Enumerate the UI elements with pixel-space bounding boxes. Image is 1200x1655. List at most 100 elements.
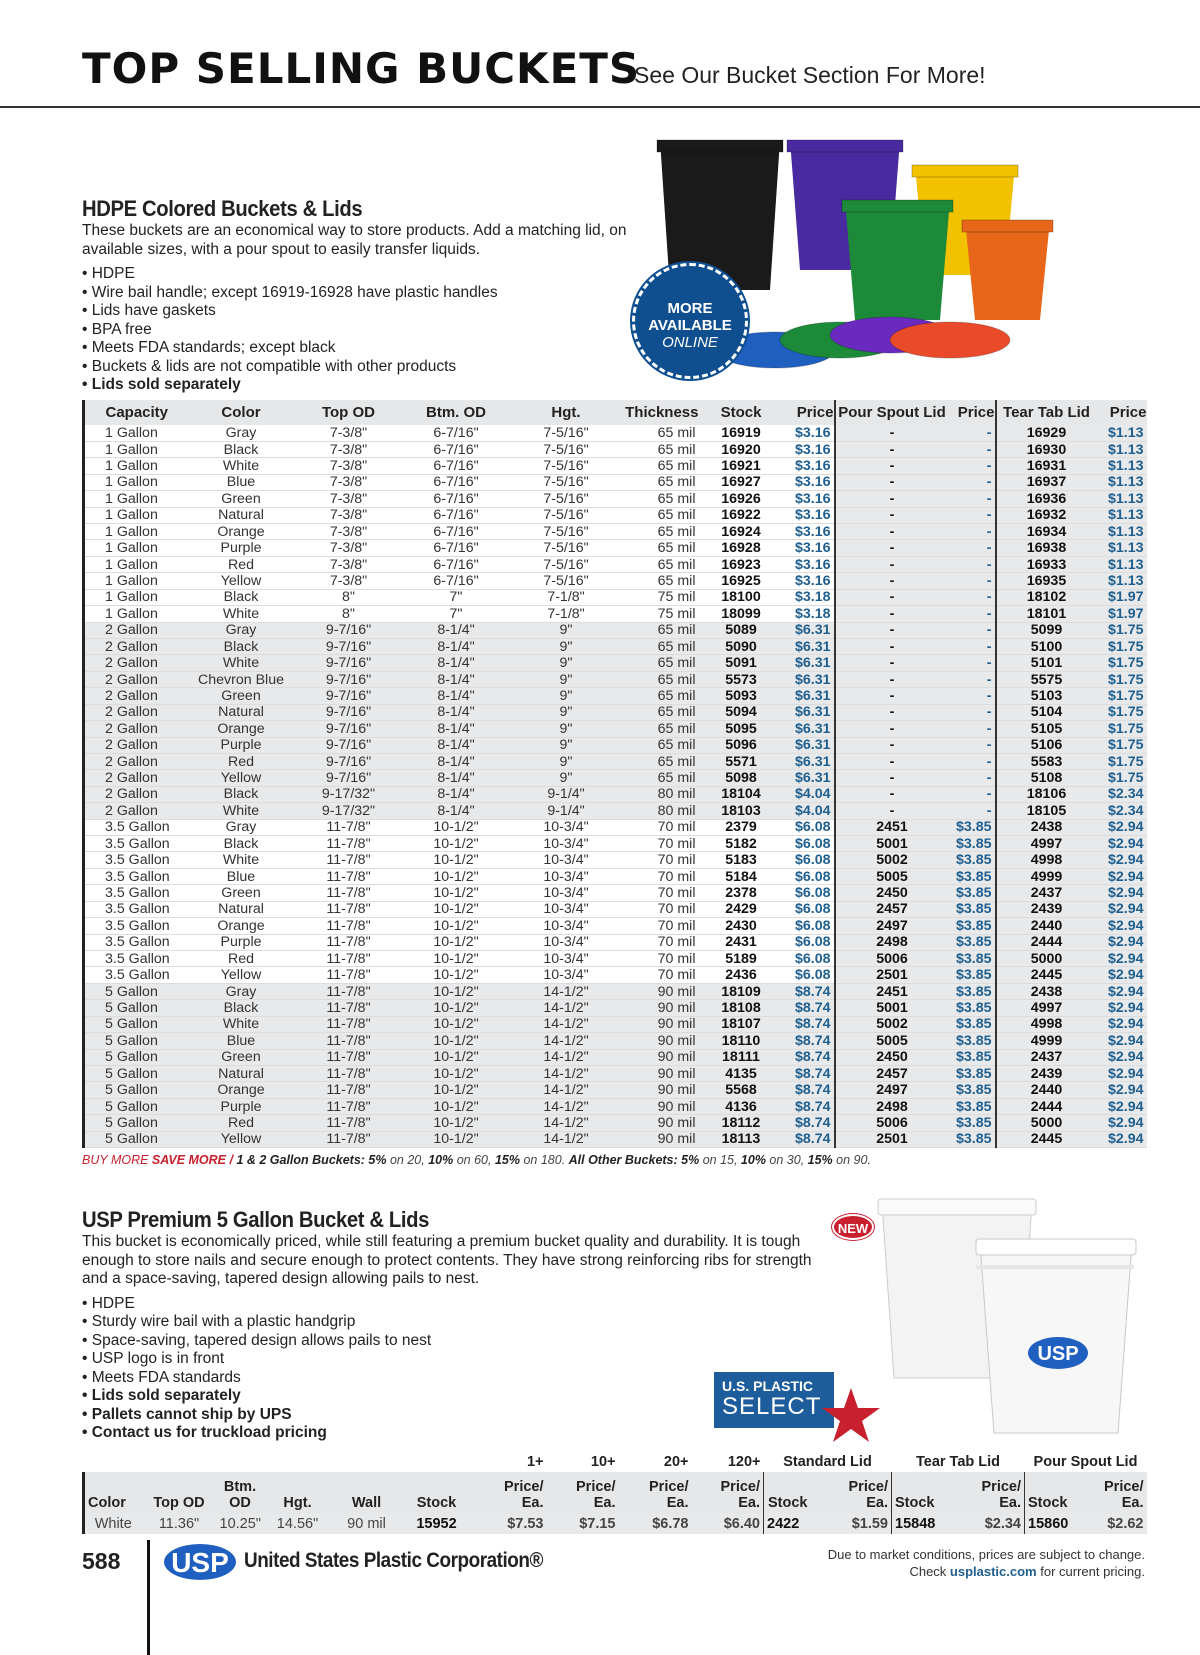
cell-price: $8.74 — [783, 1032, 835, 1050]
cell-tear-tab-price: $2.94 — [1096, 1065, 1147, 1083]
more-available-online-badge[interactable]: MORE AVAILABLE ONLINE — [632, 263, 748, 379]
column-header-pour-spout-lid: Pour Spout Lid — [833, 400, 949, 425]
cell-height: 7-5/16" — [508, 507, 624, 525]
table-header-row: Color Top OD Btm. OD Hgt. Wall Stock Price/Ea. P… — [82, 1472, 1147, 1514]
cell-color: Purple — [188, 737, 294, 754]
cell-tear-tab-lid: 2438 — [994, 983, 1097, 1001]
cell-btm-od: 6-7/16" — [403, 490, 509, 508]
cell-top-od: 7-3/8" — [293, 490, 404, 508]
cell-btm-od: 8-1/4" — [403, 720, 509, 738]
cell-capacity: 5 Gallon — [83, 1098, 189, 1116]
cell-tear-tab-price: $2.94 — [1096, 1131, 1147, 1149]
cell-capacity: 2 Gallon — [83, 720, 189, 738]
cell-capacity: 5 Gallon — [83, 1131, 189, 1149]
cell-pour-spout-lid: - — [833, 786, 949, 804]
note-text: on 20, — [386, 1153, 429, 1167]
group-header: 20+ — [618, 1452, 692, 1472]
cell-height: 10-3/4" — [508, 819, 624, 837]
cell-btm-od: 10-1/2" — [403, 999, 509, 1017]
cell-price: $6.08 — [783, 934, 835, 952]
section-heading: USP Premium 5 Gallon Bucket & Lids — [82, 1207, 430, 1232]
cell-price: $6.08 — [783, 966, 835, 984]
cell-pour-spout-lid: - — [833, 474, 949, 492]
cell-pour-spout-lid: - — [833, 737, 949, 754]
cell-top-od: 9-7/16" — [293, 622, 404, 639]
note-text: 10% — [428, 1153, 454, 1167]
cell-btm-od: 6-7/16" — [403, 572, 509, 590]
cell-thickness: 90 mil — [623, 983, 699, 1001]
cell-top-od: 7-3/8" — [293, 539, 404, 557]
price-disclaimer: Due to market conditions, prices are sub… — [828, 1546, 1145, 1580]
cell-thickness: 70 mil — [623, 950, 699, 968]
cell-pour-spout-lid: 2498 — [833, 1098, 949, 1116]
cell-color: Yellow — [188, 1131, 294, 1149]
note-text: 15% — [494, 1153, 520, 1167]
cell-tear-tab-price: $1.13 — [1096, 556, 1147, 574]
cell-stock: 16921 — [698, 457, 784, 475]
cell-pour-spout-price: $3.85 — [948, 917, 996, 935]
header-divider — [0, 106, 1200, 108]
cell-tear-tab-price: $2.94 — [1096, 999, 1147, 1017]
feature-item: Buckets & lids are not compatible with o… — [82, 358, 672, 377]
cell-height: 9" — [508, 720, 624, 738]
cell-stock: 5568 — [698, 1081, 784, 1099]
cell: $7.15 — [546, 1514, 619, 1534]
cell-thickness: 90 mil — [623, 1065, 699, 1083]
cell-stock: 16925 — [698, 572, 784, 590]
column-header-tear-tab-price: Price — [1096, 400, 1147, 425]
cell-pour-spout-price: $3.85 — [948, 950, 996, 968]
table-row: 1 Gallon Natural 7-3/8" 6-7/16" 7-5/16" 65 mi… — [83, 507, 1147, 525]
cell-price: $3.18 — [783, 605, 835, 623]
cell-tear-tab-lid: 18102 — [994, 589, 1097, 607]
cell-height: 14-1/2" — [508, 1032, 624, 1050]
website-link[interactable]: usplastic.com — [949, 1564, 1037, 1579]
cell-pour-spout-price: $3.85 — [948, 966, 996, 984]
cell-top-od: 11-7/8" — [293, 934, 404, 952]
cell-stock: 5089 — [698, 622, 784, 639]
cell-capacity: 3.5 Gallon — [83, 835, 189, 853]
cell-capacity: 1 Gallon — [83, 425, 189, 442]
cell-price: $6.31 — [783, 654, 835, 672]
feature-item: Meets FDA standards — [82, 1369, 812, 1388]
cell-color: Green — [188, 490, 294, 508]
cell-thickness: 90 mil — [623, 1131, 699, 1149]
cell-height: 9" — [508, 687, 624, 705]
cell-thickness: 65 mil — [623, 737, 699, 754]
cell-top-od: 11-7/8" — [293, 1081, 404, 1099]
cell-tear-tab-price: $1.75 — [1096, 654, 1147, 672]
note-text: 1 & 2 Gallon Buckets: 5% — [236, 1153, 387, 1167]
cell-color: Black — [188, 441, 294, 459]
cell-tear-tab-lid: 5000 — [994, 1114, 1097, 1132]
cell-tear-tab-price: $1.75 — [1096, 638, 1147, 656]
cell-tear-tab-price: $2.94 — [1096, 950, 1147, 968]
cell-btm-od: 8-1/4" — [403, 786, 509, 804]
feature-item: Sturdy wire bail with a plastic handgrip — [82, 1313, 812, 1332]
cell-color: Black — [188, 999, 294, 1017]
table-row: 1 Gallon Yellow 7-3/8" 6-7/16" 7-5/16" 65 mil… — [83, 572, 1147, 590]
feature-item: Contact us for truckload pricing — [82, 1424, 812, 1443]
bucket-rim — [656, 139, 784, 153]
cell-top-od: 8" — [293, 605, 404, 623]
cell-top-od: 7-3/8" — [293, 507, 404, 525]
usp-logo: USP — [164, 1544, 236, 1580]
cell-stock: 5184 — [698, 868, 784, 886]
table-row: 3.5 Gallon Green 11-7/8" 10-1/2" 10-3/4" 70 m… — [83, 884, 1147, 902]
cell-btm-od: 6-7/16" — [403, 457, 509, 475]
cell-top-od: 11-7/8" — [293, 868, 404, 886]
group-header: Standard Lid — [763, 1452, 892, 1472]
cell-top-od: 11-7/8" — [293, 835, 404, 853]
cell-capacity: 2 Gallon — [83, 753, 189, 771]
cell-thickness: 70 mil — [623, 851, 699, 869]
cell-btm-od: 7" — [403, 589, 509, 607]
table-row: 1 Gallon Orange 7-3/8" 6-7/16" 7-5/16" 65 mil… — [83, 523, 1147, 541]
cell-top-od: 11-7/8" — [293, 1016, 404, 1034]
cell-stock: 2378 — [698, 884, 784, 902]
cell-height: 10-3/4" — [508, 851, 624, 869]
cell-tear-tab-lid: 2444 — [994, 1098, 1097, 1116]
table-row: 5 Gallon Black 11-7/8" 10-1/2" 14-1/2" 90 mil… — [83, 999, 1147, 1017]
cell-pour-spout-price: $3.85 — [948, 1065, 996, 1083]
cell-pour-spout-lid: 2501 — [833, 966, 949, 984]
cell-tear-tab-price: $1.75 — [1096, 753, 1147, 771]
cell-btm-od: 10-1/2" — [403, 917, 509, 935]
cell-pour-spout-price: - — [948, 523, 996, 541]
